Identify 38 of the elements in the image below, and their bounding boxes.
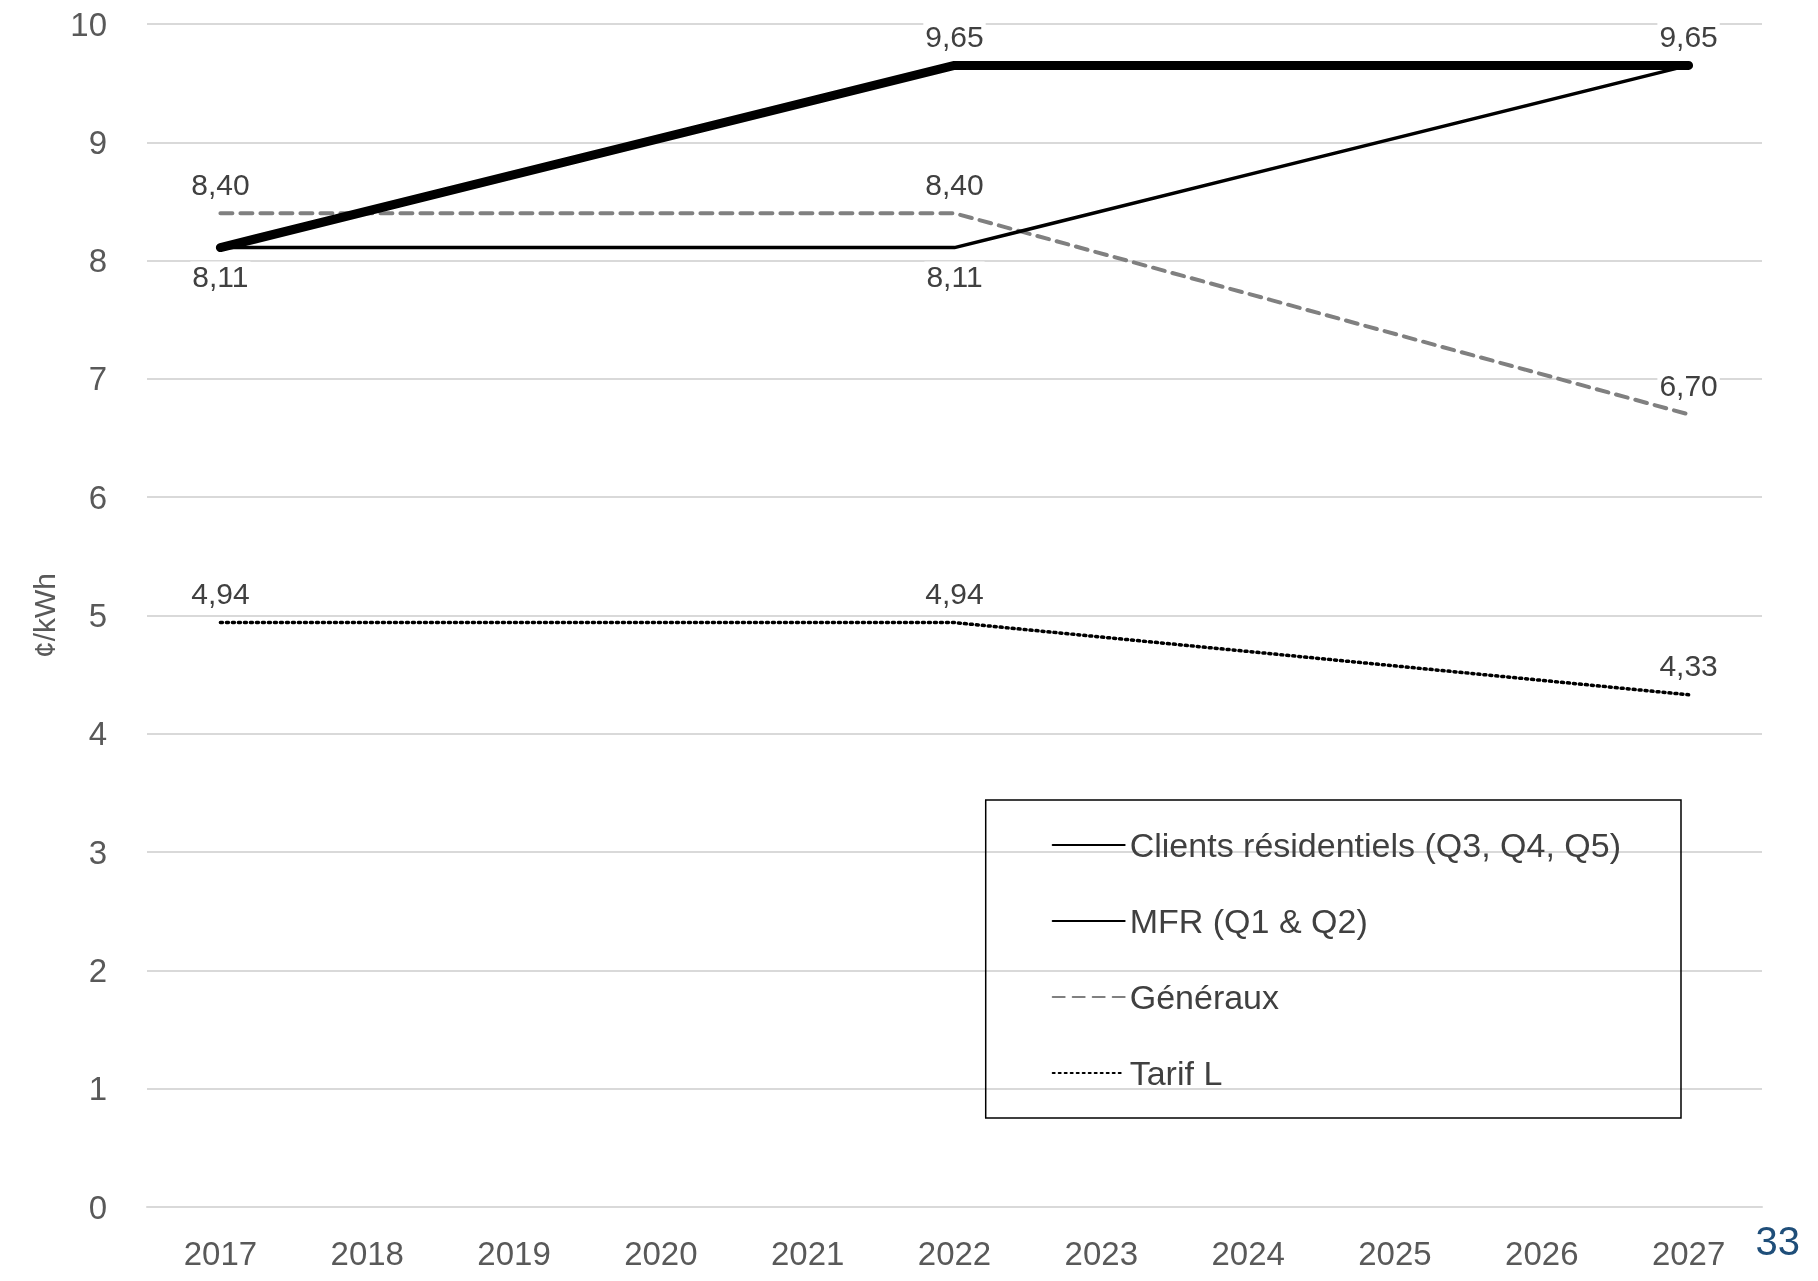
x-tick-label: 2025 — [1358, 1235, 1432, 1272]
y-tick-label: 1 — [88, 1070, 107, 1108]
data-label: 8,40 — [925, 167, 984, 201]
x-tick-label: 2019 — [477, 1235, 551, 1272]
data-label: 4,94 — [191, 577, 250, 611]
data-label: 8,11 — [926, 260, 983, 294]
y-tick-label: 10 — [70, 5, 107, 43]
y-tick-label: 6 — [88, 478, 107, 516]
legend-label: Généraux — [1129, 978, 1280, 1016]
y-tick-label: 2 — [88, 951, 107, 989]
y-tick-label: 8 — [88, 242, 107, 280]
legend-label: MFR (Q1 & Q2) — [1129, 902, 1368, 940]
data-label: 9,65 — [925, 19, 984, 53]
y-tick-label: 3 — [88, 833, 107, 871]
x-tick-label: 2026 — [1505, 1235, 1579, 1272]
legend-label: Clients résidentiels (Q3, Q4, Q5) — [1129, 826, 1622, 864]
y-tick-label: 7 — [88, 360, 107, 398]
x-tick-label: 2023 — [1064, 1235, 1139, 1272]
data-label: 4,94 — [925, 577, 984, 611]
x-tick-label: 2018 — [330, 1235, 404, 1272]
x-tick-label: 2024 — [1211, 1235, 1285, 1272]
y-tick-label: 9 — [88, 123, 107, 161]
legend-label: Tarif L — [1129, 1054, 1223, 1092]
x-tick-label: 2020 — [624, 1235, 698, 1272]
data-label: 9,65 — [1659, 19, 1718, 53]
data-label: 8,40 — [191, 167, 250, 201]
y-axis-title: ¢/kWh — [27, 572, 61, 659]
y-tick-label: 5 — [88, 597, 107, 634]
y-tick-label: 0 — [88, 1188, 107, 1226]
x-tick-label: 2022 — [917, 1235, 992, 1272]
x-tick-label: 2027 — [1651, 1235, 1726, 1272]
x-tick-label: 2021 — [770, 1235, 845, 1272]
text: 33 — [1755, 1219, 1801, 1263]
x-tick-label: 2017 — [183, 1235, 258, 1272]
data-label: 6,70 — [1659, 368, 1718, 402]
data-label: 8,11 — [192, 260, 249, 294]
y-tick-label: 4 — [88, 715, 107, 753]
data-label: 4,33 — [1659, 649, 1718, 683]
